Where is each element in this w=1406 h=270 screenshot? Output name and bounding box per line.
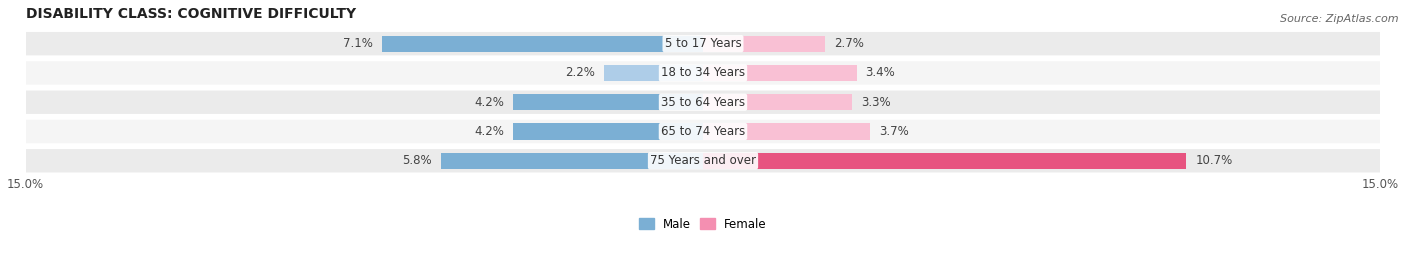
Text: 7.1%: 7.1% [343,37,373,50]
FancyBboxPatch shape [0,32,1406,55]
Bar [513,94,703,110]
Text: 35 to 64 Years: 35 to 64 Years [661,96,745,109]
FancyBboxPatch shape [0,90,1406,114]
Text: 75 Years and over: 75 Years and over [650,154,756,167]
FancyBboxPatch shape [0,61,1406,85]
Text: Source: ZipAtlas.com: Source: ZipAtlas.com [1281,14,1399,23]
Bar [513,123,703,140]
Text: 4.2%: 4.2% [474,96,505,109]
Bar [703,123,870,140]
Bar [703,65,856,81]
Text: 3.7%: 3.7% [879,125,908,138]
Legend: Male, Female: Male, Female [634,213,772,235]
Text: 2.7%: 2.7% [834,37,863,50]
Text: 10.7%: 10.7% [1195,154,1233,167]
FancyBboxPatch shape [0,149,1406,173]
Text: 5.8%: 5.8% [402,154,432,167]
Text: 18 to 34 Years: 18 to 34 Years [661,66,745,79]
Bar [703,94,852,110]
Text: 4.2%: 4.2% [474,125,505,138]
Text: 5 to 17 Years: 5 to 17 Years [665,37,741,50]
Bar [382,36,703,52]
Text: DISABILITY CLASS: COGNITIVE DIFFICULTY: DISABILITY CLASS: COGNITIVE DIFFICULTY [25,7,356,21]
Text: 2.2%: 2.2% [565,66,595,79]
Bar [441,153,703,169]
Text: 3.3%: 3.3% [860,96,891,109]
Bar [703,36,825,52]
Bar [703,153,1187,169]
FancyBboxPatch shape [0,120,1406,143]
Text: 65 to 74 Years: 65 to 74 Years [661,125,745,138]
Text: 3.4%: 3.4% [866,66,896,79]
Bar [603,65,703,81]
